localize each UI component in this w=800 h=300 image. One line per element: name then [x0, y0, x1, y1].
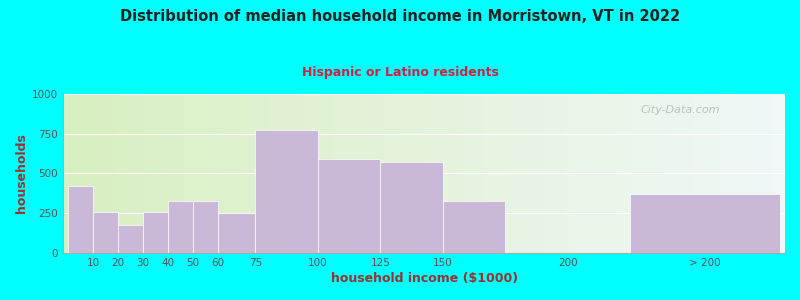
Text: Hispanic or Latino residents: Hispanic or Latino residents: [302, 66, 498, 79]
Bar: [68, 186, 93, 253]
Y-axis label: households: households: [15, 134, 28, 213]
Bar: [380, 162, 443, 253]
Bar: [255, 130, 318, 253]
Bar: [318, 159, 380, 253]
X-axis label: household income ($1000): household income ($1000): [330, 272, 518, 285]
Text: City-Data.com: City-Data.com: [641, 105, 720, 115]
Bar: [118, 225, 143, 253]
Text: Distribution of median household income in Morristown, VT in 2022: Distribution of median household income …: [120, 9, 680, 24]
Bar: [218, 213, 255, 253]
Bar: [193, 201, 218, 253]
Bar: [443, 200, 506, 253]
Bar: [93, 212, 118, 253]
Bar: [168, 201, 193, 253]
Bar: [630, 194, 780, 253]
Bar: [143, 212, 168, 253]
